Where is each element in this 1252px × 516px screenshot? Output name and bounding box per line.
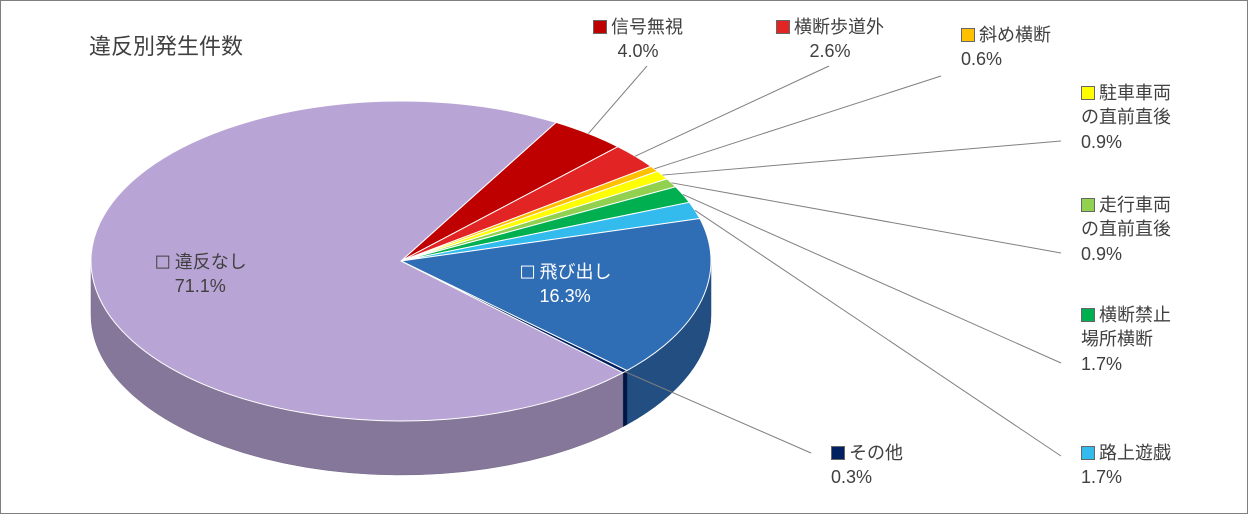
callout-label: 斜め横断 (979, 25, 1051, 45)
callout-label: 場所横断 (1081, 329, 1153, 349)
leader-line (683, 194, 1061, 363)
leader-line (662, 141, 1061, 175)
leader-line (671, 183, 1061, 253)
legend-swatch (961, 28, 975, 42)
slice-value-text: 16.3% (540, 286, 591, 306)
slice-swatch (157, 256, 169, 268)
pie-chart-svg: 飛び出し 16.3% 違反なし 71.1% (1, 1, 1249, 515)
callout: 横断歩道外 2.6% (776, 15, 884, 64)
slice-value-text: 71.1% (175, 276, 226, 296)
callout: 斜め横断 0.6% (961, 23, 1051, 72)
callout-value: 0.9% (1081, 132, 1122, 152)
callout-label: の直前直後 (1081, 107, 1171, 127)
leader-line (588, 66, 647, 134)
callout-value: 4.0% (617, 41, 658, 61)
legend-swatch (1081, 446, 1095, 460)
legend-swatch (1081, 198, 1095, 212)
callout: 信号無視 4.0% (593, 15, 683, 64)
callout-label: その他 (849, 443, 903, 463)
callout: その他 0.3% (831, 441, 903, 490)
slice-label-text: 飛び出し (540, 262, 612, 282)
callout: 横断禁止場所横断 1.7% (1081, 303, 1171, 376)
callout-label: 横断禁止 (1099, 305, 1171, 325)
callout-value: 1.7% (1081, 467, 1122, 487)
callout-value: 0.3% (831, 467, 872, 487)
chart-frame: 違反別発生件数 飛び出し16.3%違反なし71.1% 信号無視4.0%横断歩道外… (0, 0, 1248, 514)
callout-label: 信号無視 (611, 17, 683, 37)
leader-line (625, 372, 811, 453)
slice-label-text: 違反なし (175, 252, 247, 272)
callout-label: 路上遊戯 (1099, 443, 1171, 463)
callout-value: 2.6% (809, 41, 850, 61)
callout-value: 1.7% (1081, 354, 1122, 374)
callout-value: 0.9% (1081, 244, 1122, 264)
legend-swatch (593, 20, 607, 34)
callout-value: 0.6% (961, 49, 1002, 69)
legend-swatch (1081, 308, 1095, 322)
callout: 駐車車両の直前直後 0.9% (1081, 81, 1171, 154)
callout: 走行車両の直前直後 0.9% (1081, 193, 1171, 266)
leader-line (695, 210, 1061, 456)
slice-swatch (522, 266, 534, 278)
legend-swatch (831, 446, 845, 460)
callout-label: 駐車車両 (1099, 83, 1171, 103)
callout-label: 走行車両 (1099, 195, 1171, 215)
callout-label: 横断歩道外 (794, 17, 884, 37)
callout-label: の直前直後 (1081, 219, 1171, 239)
legend-swatch (776, 20, 790, 34)
leader-line (635, 66, 829, 156)
legend-swatch (1081, 86, 1095, 100)
pie-slice-side (623, 371, 627, 427)
callout: 路上遊戯 1.7% (1081, 441, 1171, 490)
